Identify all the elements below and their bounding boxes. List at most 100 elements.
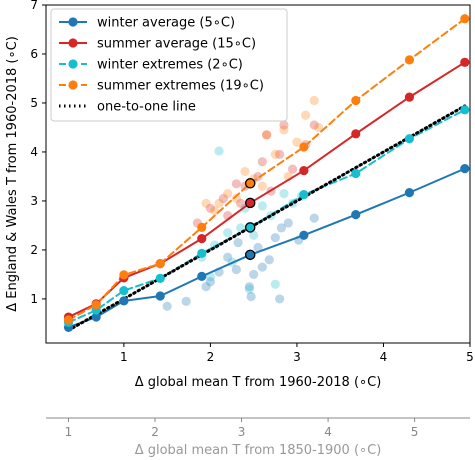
x2-tick-label-0: 1 xyxy=(65,425,73,439)
series-line-0 xyxy=(67,167,466,329)
scatter-point-48 xyxy=(288,164,298,174)
scatter-point-23 xyxy=(223,228,233,238)
series-2-point-6 xyxy=(299,189,309,200)
scatter-point-13 xyxy=(270,233,280,243)
scatter-point-50 xyxy=(309,120,319,130)
scatter-point-63 xyxy=(292,137,302,147)
series-3-point-7 xyxy=(351,95,361,106)
series-0-point-4 xyxy=(197,271,207,281)
series-line-3 xyxy=(67,17,466,321)
scatter-point-64 xyxy=(300,110,311,120)
scatter-point-22 xyxy=(214,146,224,156)
y-tick-label-6: 7 xyxy=(30,0,38,12)
series-0-point-9 xyxy=(460,164,470,174)
scatter-point-59 xyxy=(257,181,267,191)
scatter-point-12 xyxy=(264,255,274,265)
series-3-point-5 xyxy=(244,178,256,189)
x-tick-label-3: 4 xyxy=(380,350,388,364)
x-tick-label-0: 1 xyxy=(120,350,128,364)
series-3-point-8 xyxy=(404,55,415,65)
scatter-point-62 xyxy=(279,125,289,135)
y-tick-label-0: 1 xyxy=(30,292,38,306)
scatter-point-38 xyxy=(218,193,228,204)
series-2-point-8 xyxy=(404,134,415,144)
series-3-point-6 xyxy=(299,142,309,152)
legend-label-0: winter average (5∘C) xyxy=(97,16,235,31)
scatter-point-31 xyxy=(279,188,289,199)
series-2-point-4 xyxy=(197,248,207,258)
legend-box xyxy=(50,8,288,122)
scatter-point-37 xyxy=(205,203,216,213)
scatter-point-8 xyxy=(244,282,254,292)
scatter-point-18 xyxy=(309,213,319,223)
series-2-point-2 xyxy=(119,285,129,296)
y-axis-label: Δ England & Wales T from 1960-2018 (∘C) xyxy=(5,36,20,312)
x2-tick-label-2: 3 xyxy=(238,425,246,439)
series-0-point-8 xyxy=(404,188,415,198)
series-1-point-4 xyxy=(197,234,207,244)
scatter-point-10 xyxy=(253,242,263,253)
plot-area xyxy=(63,14,470,332)
scatter-point-46 xyxy=(275,149,285,160)
series-1-point-5 xyxy=(244,197,256,209)
scatter-point-1 xyxy=(181,296,191,306)
scatter-point-60 xyxy=(262,130,272,140)
series-0-point-7 xyxy=(351,210,361,220)
scatter-point-40 xyxy=(231,179,241,189)
scatter-point-7 xyxy=(233,237,243,248)
scatter-point-56 xyxy=(231,193,241,204)
series-2-point-3 xyxy=(155,273,165,283)
series-3-point-9 xyxy=(460,14,470,24)
series-1-point-7 xyxy=(351,129,361,139)
plot-frame xyxy=(45,4,471,344)
scatter-point-61 xyxy=(270,149,280,160)
series-2-point-5 xyxy=(244,222,256,233)
scatter-point-11 xyxy=(257,262,267,272)
scatter-point-14 xyxy=(275,294,285,304)
scatter-point-27 xyxy=(249,230,259,240)
scatter-point-5 xyxy=(223,252,233,262)
scatter-point-44 xyxy=(262,130,272,140)
scatter-point-51 xyxy=(236,198,246,208)
scatter-point-66 xyxy=(313,122,324,133)
series-1-point-8 xyxy=(404,92,415,102)
scatter-point-55 xyxy=(223,188,233,199)
scatter-point-6 xyxy=(231,264,241,275)
scatter-point-2 xyxy=(201,282,211,292)
scatter-point-16 xyxy=(283,218,293,228)
legend-label-3: summer extremes (19∘C) xyxy=(97,79,264,94)
legend-marker-1 xyxy=(68,38,78,48)
series-1-point-9 xyxy=(460,57,470,67)
scatter-point-47 xyxy=(279,120,289,130)
series-0-point-2 xyxy=(119,296,129,306)
x2-tick-label-3: 4 xyxy=(324,425,332,439)
series-3-point-0 xyxy=(63,315,74,325)
scatter-point-43 xyxy=(257,157,267,167)
legend-marker-3 xyxy=(68,80,78,90)
scatter-point-52 xyxy=(201,198,211,208)
scatter-point-30 xyxy=(270,279,280,289)
series-2-point-7 xyxy=(351,168,361,179)
scatter-point-19 xyxy=(249,269,259,280)
x2-tick-label-4: 5 xyxy=(411,425,419,439)
scatter-point-15 xyxy=(276,223,286,233)
y-tick-label-1: 2 xyxy=(30,243,38,257)
y-tick-label-3: 4 xyxy=(30,145,38,159)
legend-label-1: summer average (15∘C) xyxy=(97,37,256,52)
x-axis-ticks: 1 2 3 4 5 xyxy=(120,343,474,364)
x2-tick-label-1: 2 xyxy=(151,425,159,439)
scatter-point-3 xyxy=(205,277,216,287)
scatter-point-57 xyxy=(240,166,250,177)
series-0-point-5 xyxy=(244,249,256,261)
scatter-point-28 xyxy=(257,201,267,211)
legend-marker-2 xyxy=(68,59,78,69)
series-3-point-3 xyxy=(155,259,165,269)
series-0-point-6 xyxy=(299,230,309,240)
legend-label-4: one-to-one line xyxy=(97,100,196,115)
series-3-point-2 xyxy=(119,270,129,280)
legend-marker-0 xyxy=(68,17,78,27)
y-tick-label-5: 6 xyxy=(30,47,38,61)
secondary-x-axis-ticks: 1 2 3 4 5 xyxy=(65,418,419,439)
series-0-point-1 xyxy=(91,312,101,322)
